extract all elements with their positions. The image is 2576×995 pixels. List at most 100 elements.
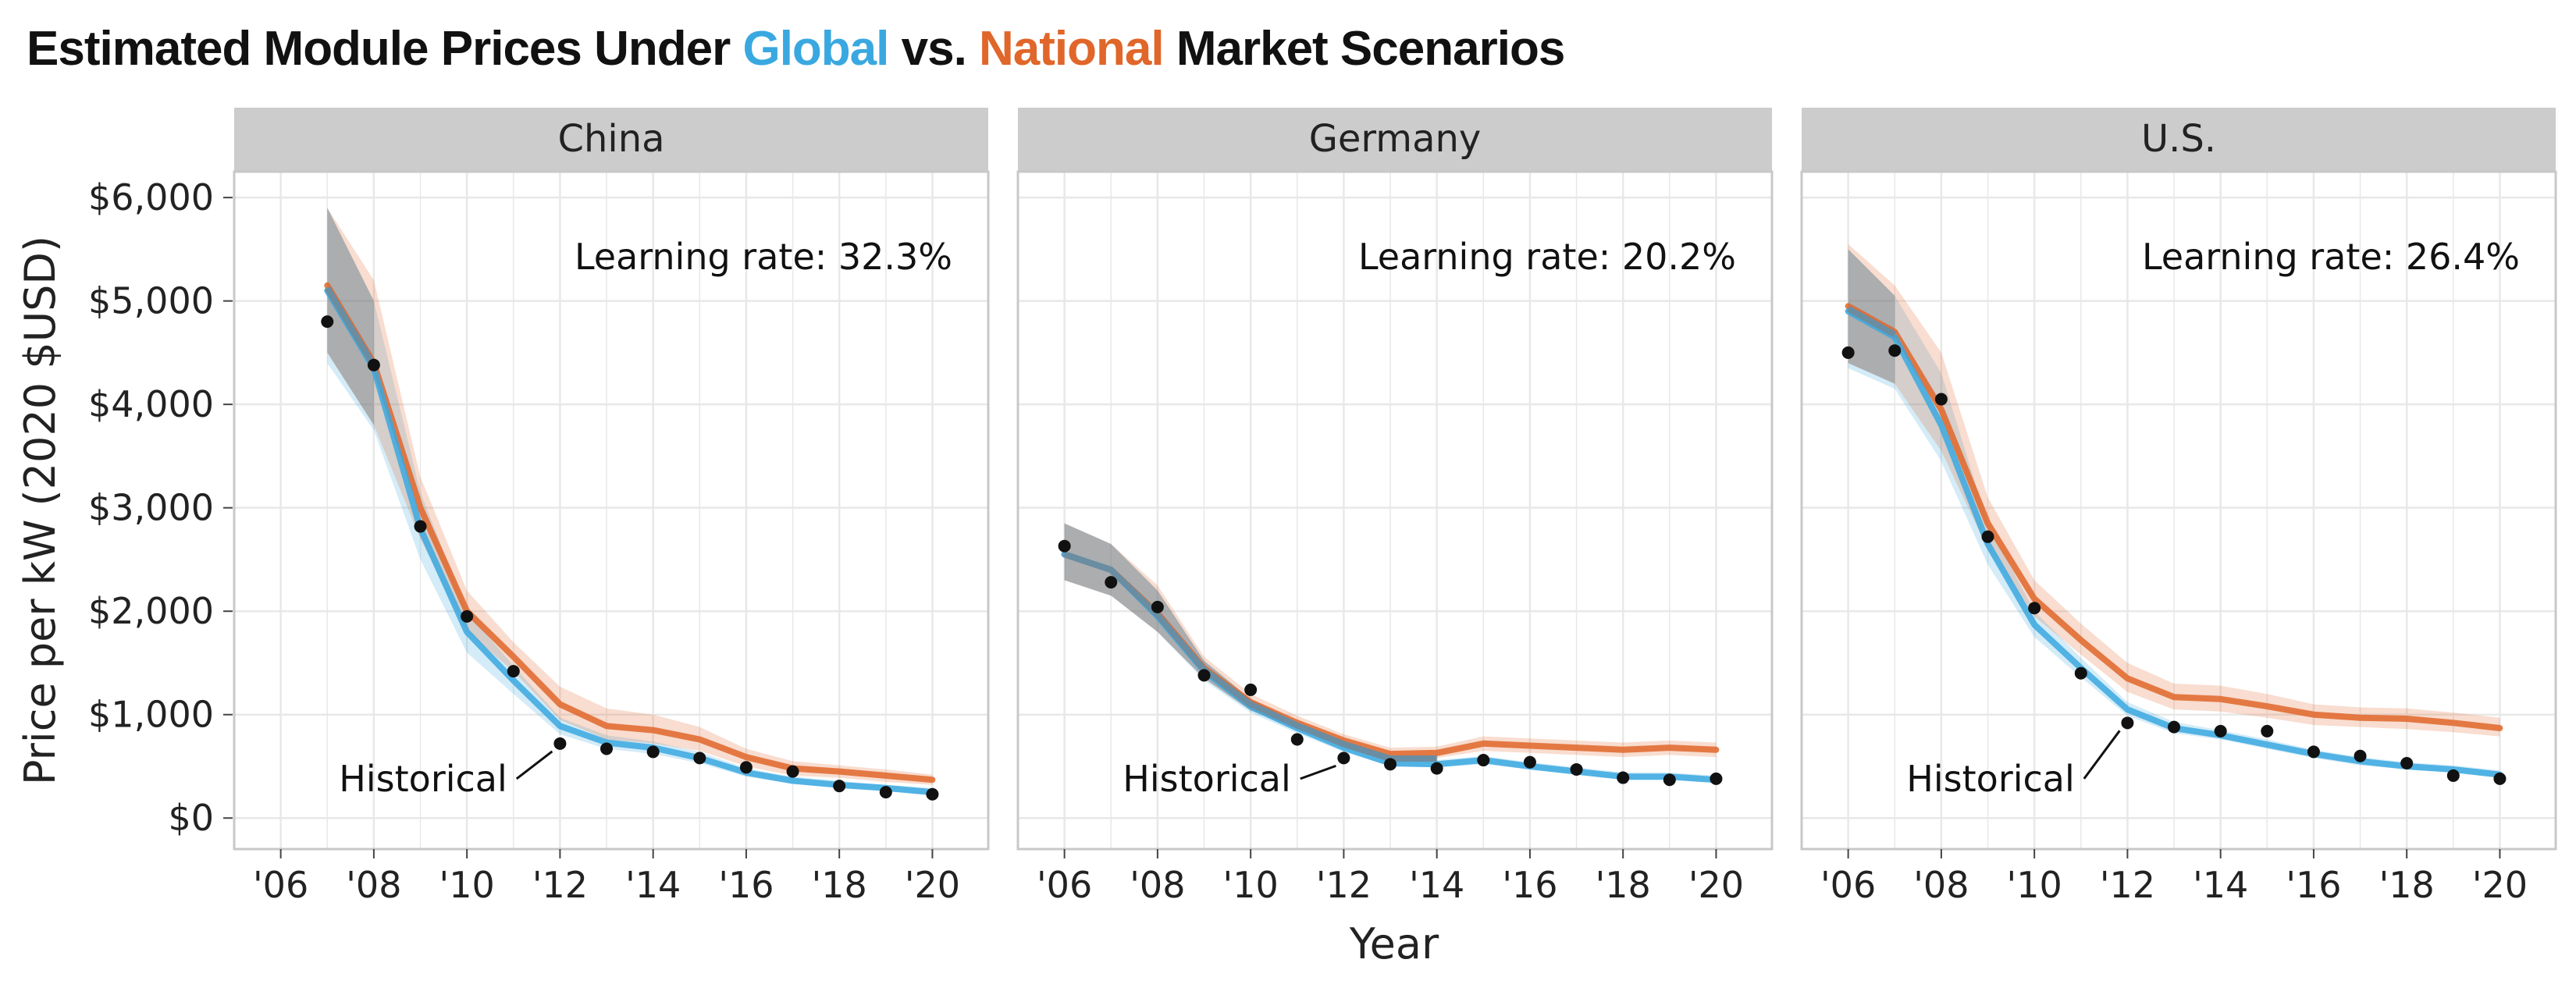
- panel-strip: [1802, 108, 2556, 172]
- historical-point: [553, 737, 567, 750]
- historical-point: [786, 765, 799, 778]
- historical-point: [879, 786, 892, 799]
- historical-point: [739, 761, 753, 774]
- x-tick-label: '16: [1502, 864, 1557, 906]
- title-part2: vs.: [888, 22, 980, 76]
- series-line-overlap: [1846, 306, 1897, 338]
- y-tick-label: $3,000: [88, 487, 214, 529]
- x-tick-label: '14: [625, 864, 681, 906]
- historical-point: [2028, 602, 2041, 615]
- panel-strip: [1018, 108, 1772, 172]
- x-tick-label: '20: [2472, 864, 2528, 906]
- x-tick-label: '12: [532, 864, 588, 906]
- historical-leader-line: [515, 750, 553, 780]
- historical-point: [2446, 769, 2460, 782]
- historical-point: [367, 358, 380, 371]
- historical-label: Historical: [1906, 758, 2074, 800]
- historical-point: [1888, 344, 1902, 357]
- panel-strip-label: U.S.: [2141, 117, 2216, 161]
- historical-point: [2168, 720, 2181, 734]
- historical-point: [600, 742, 614, 755]
- historical-point: [1430, 762, 1443, 775]
- title-part1: Estimated Module Prices Under: [27, 22, 743, 76]
- x-tick-label: '06: [253, 864, 308, 906]
- learning-rate-label: Learning rate: 20.2%: [1358, 236, 1736, 278]
- historical-leader-line: [1300, 764, 1336, 780]
- x-tick-label: '10: [2007, 864, 2062, 906]
- x-tick-label: '08: [346, 864, 401, 906]
- x-tick-label: '06: [1820, 864, 1876, 906]
- plot-background: [234, 172, 988, 849]
- historical-point: [1244, 683, 1258, 696]
- x-tick-label: '18: [2379, 864, 2435, 906]
- panel-border: [1800, 170, 2557, 851]
- historical-leader-line: [2083, 730, 2121, 780]
- y-tick-label: $1,000: [88, 694, 214, 736]
- historical-point: [2354, 749, 2367, 762]
- x-tick-label: '08: [1913, 864, 1969, 906]
- historical-point: [2261, 724, 2274, 737]
- x-tick-label: '16: [718, 864, 774, 906]
- historical-point: [1981, 530, 1994, 543]
- series-line-national: [324, 282, 936, 784]
- historical-point: [2074, 666, 2087, 680]
- panel-strip-label: Germany: [1309, 117, 1482, 161]
- historical-point: [1617, 771, 1630, 784]
- historical-point: [321, 315, 334, 329]
- x-tick-label: '14: [1409, 864, 1464, 906]
- panel-strip: [234, 108, 988, 172]
- panel-germany: Germany Learning rate: 20.2% Historical '06…: [1016, 108, 1774, 906]
- historical-point: [1337, 752, 1350, 765]
- historical-point: [1523, 755, 1536, 769]
- historical-point: [1058, 539, 1071, 553]
- x-tick-label: '10: [1223, 864, 1279, 906]
- historical-point: [926, 787, 939, 801]
- series-line-national: [1845, 303, 2503, 731]
- historical-point: [1197, 669, 1211, 682]
- learning-rate-label: Learning rate: 26.4%: [2142, 236, 2520, 278]
- historical-point: [507, 665, 520, 678]
- historical-point: [1570, 762, 1583, 776]
- plot-background: [1802, 172, 2556, 849]
- historical-point: [2121, 716, 2134, 730]
- y-tick-label: $4,000: [88, 383, 214, 425]
- x-tick-label: '18: [812, 864, 867, 906]
- historical-point: [2214, 724, 2227, 737]
- title-global-word: Global: [742, 22, 889, 76]
- historical-point: [1663, 773, 1676, 787]
- panel-strip-label: China: [557, 117, 664, 161]
- x-tick-label: '16: [2286, 864, 2341, 906]
- plot-background: [1018, 172, 1772, 849]
- ci-ribbon-national: [1848, 243, 2500, 737]
- y-tick-label: $2,000: [88, 590, 214, 632]
- series-line-global: [324, 287, 936, 796]
- title-national-word: National: [979, 22, 1165, 76]
- series-line-overlap: [1063, 551, 1437, 762]
- x-tick-label: '20: [905, 864, 960, 906]
- y-tick-label: $5,000: [88, 280, 214, 322]
- learning-rate-label: Learning rate: 32.3%: [575, 236, 952, 278]
- x-tick-label: '08: [1130, 864, 1185, 906]
- historical-point: [2400, 757, 2414, 770]
- historical-label: Historical: [1123, 758, 1290, 800]
- historical-point: [2493, 772, 2507, 785]
- historical-point: [1477, 754, 1490, 767]
- panel-us: U.S. Learning rate: 26.4% Historical '06 '08…: [1800, 108, 2557, 906]
- ci-ribbon-overlap: [327, 208, 374, 425]
- historical-point: [646, 745, 660, 759]
- historical-point: [1105, 576, 1118, 589]
- historical-point: [833, 780, 846, 793]
- historical-point: [461, 609, 474, 623]
- x-tick-label: '06: [1037, 864, 1092, 906]
- x-axis-title: Year: [1349, 919, 1439, 968]
- historical-point: [2307, 745, 2320, 759]
- panel-border: [1016, 170, 1774, 851]
- historical-point: [1151, 600, 1164, 613]
- historical-point: [1290, 733, 1304, 746]
- title-part3: Market Scenarios: [1163, 22, 1565, 76]
- page-title: Estimated Module Prices Under Global vs.…: [27, 14, 1565, 84]
- y-tick-label: $6,000: [88, 176, 214, 219]
- historical-label: Historical: [339, 758, 507, 800]
- historical-point: [1934, 393, 1948, 406]
